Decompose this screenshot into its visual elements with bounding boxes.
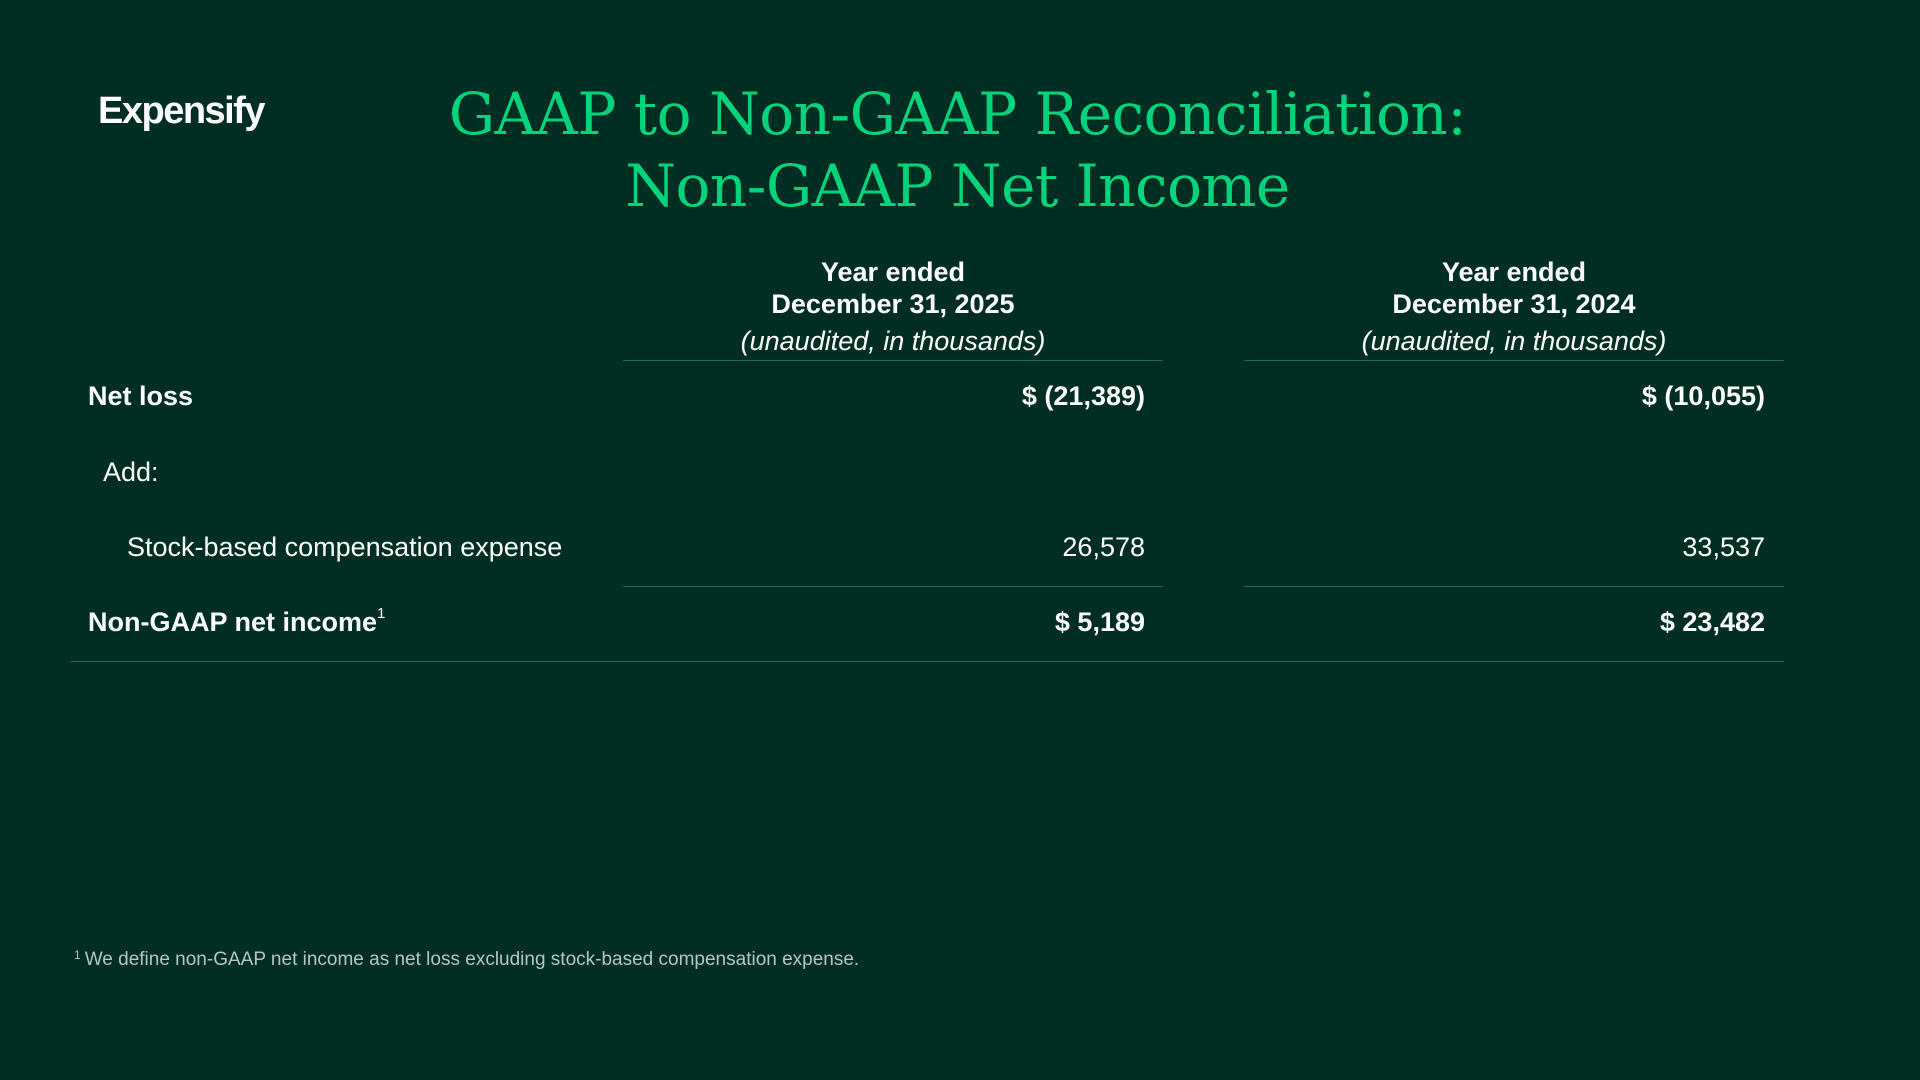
non-gaap-2025-value: $ 5,189: [1054, 607, 1145, 637]
table-bottom-divider: [70, 661, 1784, 662]
header-divider-2025: [623, 360, 1163, 361]
column-header-note: (unaudited, in thousands): [1361, 326, 1667, 356]
column-header-date: December 31, 2025: [771, 289, 1015, 319]
row-label-stock-based-compensation: Stock-based compensation expense: [127, 532, 563, 562]
column-header-period: Year ended: [820, 257, 966, 287]
row-label-non-gaap-net-income: Non-GAAP net income1: [88, 605, 386, 638]
page-title: GAAP to Non-GAAP Reconciliation: Non-GAA…: [360, 78, 1555, 222]
subtotal-divider-2025: [623, 586, 1163, 587]
expensify-logo: Expensify: [98, 90, 266, 132]
sbc-2025-value: 26,578: [1062, 532, 1145, 562]
footnote-number: 1: [74, 948, 81, 962]
subtotal-divider-2024: [1244, 586, 1784, 587]
column-header-2024: Year ended December 31, 2024 (unaudited,…: [1244, 256, 1784, 358]
column-header-date: December 31, 2024: [1392, 289, 1636, 319]
column-header-2025: Year ended December 31, 2025 (unaudited,…: [623, 256, 1163, 358]
footnote-text: We define non-GAAP net income as net los…: [84, 949, 860, 970]
header-divider-2024: [1244, 360, 1784, 361]
net-loss-2025-value: $ (21,389): [1021, 381, 1145, 411]
net-loss-2024-value: $ (10,055): [1641, 381, 1765, 411]
footnote: 1 We define non-GAAP net income as net lo…: [74, 948, 860, 971]
column-header-note: (unaudited, in thousands): [740, 326, 1046, 356]
row-label-net-loss: Net loss: [88, 381, 194, 411]
non-gaap-label-text: Non-GAAP net income: [88, 607, 378, 637]
page-title-line-2: Non-GAAP Net Income: [625, 152, 1290, 220]
non-gaap-2024-value: $ 23,482: [1659, 607, 1765, 637]
row-label-add: Add:: [103, 457, 159, 487]
page-title-line-1: GAAP to Non-GAAP Reconciliation:: [448, 80, 1467, 148]
footnote-marker: 1: [377, 605, 386, 622]
sbc-2024-value: 33,537: [1682, 532, 1765, 562]
column-header-period: Year ended: [1441, 257, 1587, 287]
